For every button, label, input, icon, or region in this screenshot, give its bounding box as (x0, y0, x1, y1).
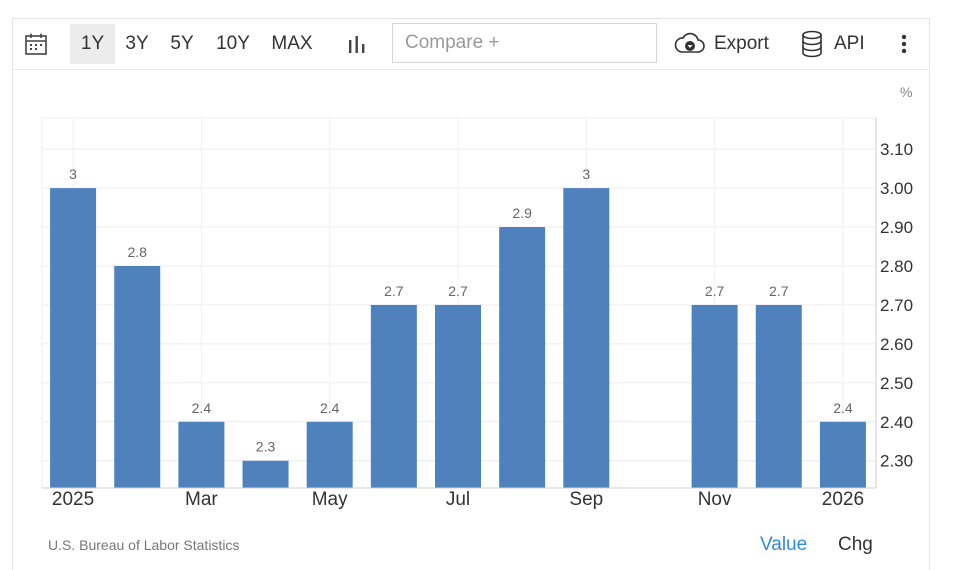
data-label: 2.4 (833, 400, 853, 416)
y-tick-label: 2.80 (880, 257, 913, 276)
bar (435, 304, 481, 488)
value-tab[interactable]: Value (760, 534, 808, 555)
chart-type-button[interactable] (342, 30, 372, 58)
data-label: 2.7 (448, 283, 468, 299)
chg-tab[interactable]: Chg (838, 534, 873, 555)
export-label: Export (714, 33, 769, 54)
database-icon (802, 30, 822, 58)
range-3y-button[interactable]: 3Y (125, 33, 149, 54)
data-label: 2.4 (192, 400, 212, 416)
bar (114, 266, 161, 488)
export-button[interactable]: Export (674, 28, 769, 60)
y-tick-label: 2.50 (880, 374, 913, 393)
data-label: 2.7 (769, 283, 789, 299)
y-tick-label: 2.40 (880, 413, 913, 432)
compare-input[interactable] (392, 23, 657, 63)
data-label: 2.9 (512, 205, 532, 221)
x-tick-label: 2026 (822, 489, 864, 510)
data-label: 2.7 (705, 283, 725, 299)
bar (691, 304, 738, 488)
calendar-button[interactable] (22, 30, 50, 58)
bar (178, 421, 225, 488)
more-vertical-icon (901, 34, 907, 54)
bar (242, 460, 289, 488)
source-text: U.S. Bureau of Labor Statistics (48, 537, 240, 553)
y-tick-label: 2.30 (880, 452, 913, 471)
x-tick-label: Jul (446, 489, 470, 510)
x-tick-label: Sep (569, 489, 603, 510)
bar (499, 227, 546, 489)
range-10y-button[interactable]: 10Y (216, 33, 250, 54)
range-5y-button[interactable]: 5Y (170, 33, 194, 54)
range-max-button[interactable]: MAX (271, 33, 313, 54)
bar (819, 421, 866, 488)
bar-chart-icon (349, 36, 365, 53)
range-1y-button[interactable]: 1Y (70, 24, 115, 64)
chart-toolbar: 1Y 3Y 5Y 10Y MAX Export API (12, 18, 930, 70)
bar (563, 188, 610, 488)
data-label: 2.8 (127, 244, 147, 260)
chart-frame (12, 18, 930, 570)
data-label: 3 (69, 166, 77, 182)
api-button[interactable]: API (800, 28, 865, 60)
x-tick-label: Nov (698, 489, 732, 510)
bar (306, 421, 353, 488)
data-label: 2.4 (320, 400, 340, 416)
x-tick-label: Mar (185, 489, 218, 510)
y-tick-label: 3.10 (880, 140, 913, 159)
y-tick-label: 2.90 (880, 218, 913, 237)
api-label: API (834, 33, 865, 54)
data-label: 3 (582, 166, 590, 182)
cloud-download-icon (674, 32, 705, 53)
y-tick-label: 3.00 (880, 179, 913, 198)
bar (50, 188, 97, 488)
x-tick-label: May (312, 489, 348, 510)
data-label: 2.7 (384, 283, 404, 299)
unit-label: % (900, 84, 913, 100)
more-options-button[interactable] (892, 30, 916, 58)
y-tick-label: 2.70 (880, 296, 913, 315)
data-label: 2.3 (256, 439, 276, 455)
x-tick-label: 2025 (52, 489, 94, 510)
y-tick-label: 2.60 (880, 335, 913, 354)
bar (370, 304, 417, 488)
bar (755, 304, 802, 488)
calendar-icon (25, 33, 47, 55)
